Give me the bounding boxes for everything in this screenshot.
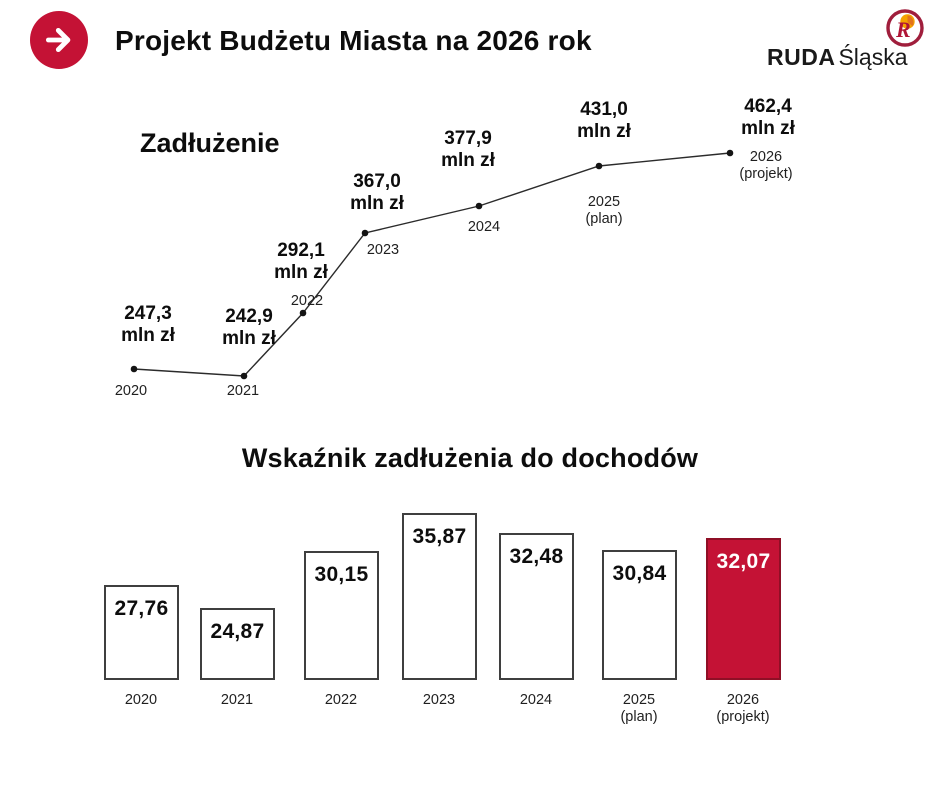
data-point-marker xyxy=(130,365,138,373)
data-point-marker xyxy=(240,372,248,380)
data-point-marker xyxy=(475,202,483,210)
bar-value-label: 24,87 xyxy=(210,620,265,643)
line-year-label-2021: 2021 xyxy=(226,383,260,399)
bar-2020: 27,76 xyxy=(104,585,179,680)
line-year-label-2026: 2026 (projekt) xyxy=(739,149,793,182)
svg-text:R: R xyxy=(895,17,911,42)
unit-label: mln zł xyxy=(121,325,175,346)
unit-label: mln zł xyxy=(577,121,631,142)
bar-2022: 30,15 xyxy=(304,551,379,680)
unit-label: mln zł xyxy=(274,262,328,283)
bar-2021: 24,87 xyxy=(200,608,275,680)
bar-chart-title: Wskaźnik zadłużenia do dochodów xyxy=(241,443,699,473)
line-value-label-2025: 431,0 mln zł xyxy=(577,99,631,142)
page-title: Projekt Budżetu Miasta na 2026 rok xyxy=(115,25,592,56)
bar-2026-highlighted: 32,07 xyxy=(706,538,781,680)
line-value-label-2024: 377,9 mln zł xyxy=(441,128,495,171)
data-point-marker xyxy=(299,309,307,317)
bar-value-label: 32,07 xyxy=(716,550,771,573)
data-point-marker xyxy=(726,149,734,157)
unit-label: mln zł xyxy=(350,193,404,214)
unit-label: mln zł xyxy=(222,328,276,349)
line-value-label-2022: 292,1 mln zł xyxy=(274,240,328,283)
bar-year-label-2025: 2025 (plan) xyxy=(620,692,658,725)
right-arrow-icon xyxy=(45,27,71,53)
bar-value-label: 32,48 xyxy=(509,545,564,568)
bar-year-label-2022: 2022 xyxy=(324,692,358,708)
logo-text-ruda: RUDA xyxy=(767,44,836,70)
line-year-label-2020: 2020 xyxy=(114,383,148,399)
bar-value-label: 30,15 xyxy=(314,563,369,586)
bar-year-label-2020: 2020 xyxy=(124,692,158,708)
bar-year-label-2024: 2024 xyxy=(519,692,553,708)
bar-2025: 30,84 xyxy=(602,550,677,680)
bar-year-label-2023: 2023 xyxy=(422,692,456,708)
bar-2024: 32,48 xyxy=(499,533,574,680)
logo-text-slaska: Śląska xyxy=(838,44,908,70)
data-point-marker xyxy=(361,229,369,237)
city-logo-text: RUDA Śląska xyxy=(767,44,908,71)
unit-label: mln zł xyxy=(741,118,795,139)
line-year-label-2025: 2025 (plan) xyxy=(585,194,623,227)
unit-label: mln zł xyxy=(441,150,495,171)
line-chart-title: Zadłużenie xyxy=(140,128,280,158)
line-year-label-2024: 2024 xyxy=(467,219,501,235)
bar-value-label: 27,76 xyxy=(114,597,169,620)
arrow-circle-icon xyxy=(30,11,88,69)
data-point-marker xyxy=(595,162,603,170)
bar-value-label: 35,87 xyxy=(412,525,467,548)
debt-line-chart xyxy=(130,149,734,380)
city-emblem-icon: R xyxy=(884,6,926,55)
bar-year-label-2021: 2021 xyxy=(220,692,254,708)
line-value-label-2026: 462,4 mln zł xyxy=(741,96,795,139)
bar-year-label-2026: 2026 (projekt) xyxy=(716,692,770,725)
bar-value-label: 30,84 xyxy=(612,562,667,585)
line-year-label-2022: 2022 xyxy=(290,293,324,309)
line-value-label-2021: 242,9 mln zł xyxy=(222,306,276,349)
line-value-label-2023: 367,0 mln zł xyxy=(350,171,404,214)
line-year-label-2023: 2023 xyxy=(366,242,400,258)
bar-2023: 35,87 xyxy=(402,513,477,680)
line-value-label-2020: 247,3 mln zł xyxy=(121,303,175,346)
